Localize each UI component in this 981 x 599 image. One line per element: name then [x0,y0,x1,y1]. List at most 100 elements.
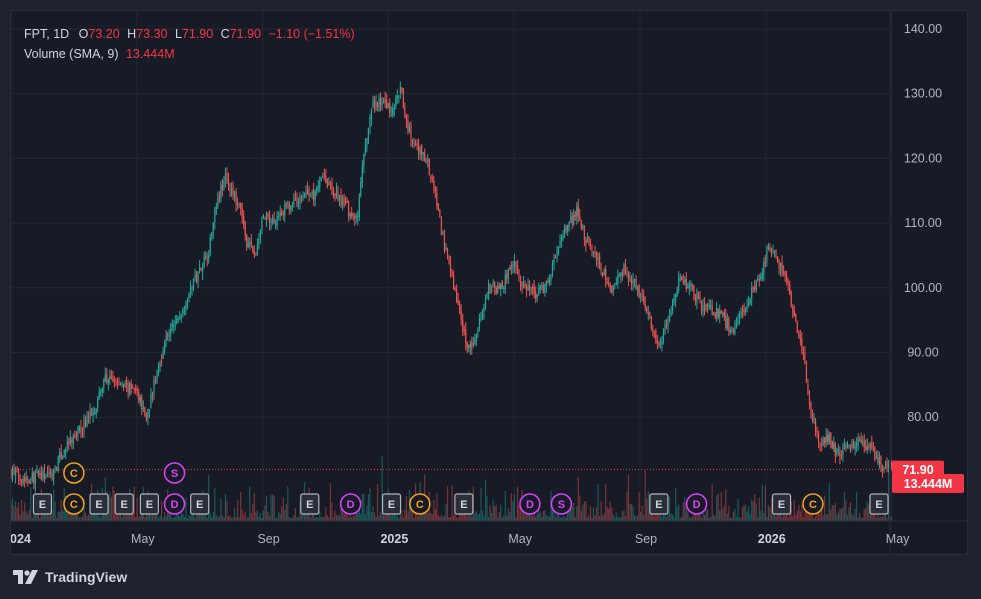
event-marker-E[interactable]: E [771,493,792,515]
event-marker-D[interactable]: D [163,493,186,515]
event-marker-E[interactable]: E [300,493,320,515]
volume-bar [316,516,318,521]
event-marker-E[interactable]: E [139,493,159,515]
candle-body [602,272,604,276]
volume-bar [764,485,766,521]
event-marker-D[interactable]: D [339,493,362,515]
volume-bar [457,517,459,521]
candle-body [459,304,461,313]
candle-body [427,159,429,161]
volume-bar [503,515,505,521]
chart-frame[interactable]: C S E C E E E D E E D E C E D S E D E C E 140.00 130.00 120.00… [10,10,968,555]
volume-bar [285,503,287,521]
candle-body [387,103,389,108]
svg-text:D: D [526,499,534,511]
volume-bar [740,517,742,521]
volume-bar [160,500,163,521]
volume-bar [139,512,141,521]
candle-body [821,444,823,447]
volume-bar [781,517,783,521]
tradingview-logo[interactable]: TradingView [13,569,127,585]
price-chart[interactable]: C S E C E E E D E E D E C E D S E D E C E 140.00 130.00 120.00… [11,11,968,555]
candle-body [180,315,182,317]
candle-body [564,226,566,235]
volume-bar [565,517,567,521]
volume-bar [524,507,526,521]
event-marker-E[interactable]: E [869,493,889,515]
candle-body [75,434,77,438]
candle-body [887,465,890,468]
candle-body [80,427,82,433]
svg-text:E: E [121,499,128,511]
candle-body [389,102,391,113]
event-marker-S[interactable]: S [550,493,573,515]
candle-body [472,343,474,345]
candle-body [643,295,645,304]
candle-body [559,240,561,248]
event-marker-E[interactable]: E [649,493,669,515]
volume-bar [758,497,760,521]
volume-bar [48,514,50,521]
event-marker-C[interactable]: C [409,493,431,515]
candle-body [11,469,14,478]
candle-body [144,407,146,415]
volume-bar [796,510,798,521]
event-marker-S[interactable]: S [163,462,186,484]
time-axis[interactable]: 2024 May Sep 2025 May Sep 2026 May [11,532,910,546]
candle-body [579,215,581,221]
event-marker-E[interactable]: E [190,493,210,515]
event-marker-E[interactable]: E [89,493,109,515]
event-marker-C[interactable]: C [63,493,85,515]
candle-body [702,305,704,312]
volume-bar [398,517,400,521]
event-markers[interactable]: C S E C E E E D E E D E C E D S E D E C E [32,462,889,515]
candle-body [778,260,780,269]
candle-body [328,182,330,186]
event-marker-E[interactable]: E [381,493,402,515]
event-marker-C[interactable]: C [802,493,824,515]
volume-bar [609,501,611,521]
candle-body [308,193,310,196]
candle-body [376,102,379,107]
volume-bar [81,516,84,521]
volume-bar [369,488,371,521]
candle-body [36,472,38,474]
candle-body [39,473,41,476]
interval[interactable]: 1D [53,27,70,41]
event-marker-C[interactable]: C [63,462,85,484]
volume-bar [833,504,835,521]
candle-body [828,432,830,444]
low-label: L [174,27,182,41]
candle-body [71,439,73,443]
volume-bar [821,511,823,521]
ohlc-legend[interactable]: FPT, 1D O73.20 H73.30 L71.90 C71.90 −1.1… [24,27,355,41]
symbol[interactable]: FPT [24,27,47,41]
volume-bar [475,511,477,521]
candle-body [232,186,234,196]
volume-bar [445,503,447,521]
candle-body [331,182,333,189]
volume-bar [237,499,239,521]
event-marker-E[interactable]: E [454,493,474,515]
candle-body [337,189,339,200]
candle-body [786,275,788,283]
volume-legend[interactable]: Volume (SMA, 9) 13.444M [24,47,175,61]
volume-bar [60,500,62,521]
volume-bar [448,517,450,521]
event-marker-D[interactable]: D [519,493,541,515]
volume-bar [31,517,33,521]
event-marker-D[interactable]: D [685,493,708,515]
event-marker-E[interactable]: E [114,493,134,515]
volume-label[interactable]: Volume (SMA, 9) [24,47,119,61]
candle-body [422,152,424,154]
candle-body [375,102,377,108]
event-marker-E[interactable]: E [32,493,53,515]
volume-bar [886,517,888,521]
candle-body [87,416,90,418]
volume-bar [355,512,357,521]
candle-body [586,238,589,243]
candle-body [179,316,181,319]
volume-bar [790,501,792,521]
price-axis[interactable]: 140.00 130.00 120.00 110.00 100.00 90.00 80.00 [904,22,942,424]
candle-body [565,227,567,231]
